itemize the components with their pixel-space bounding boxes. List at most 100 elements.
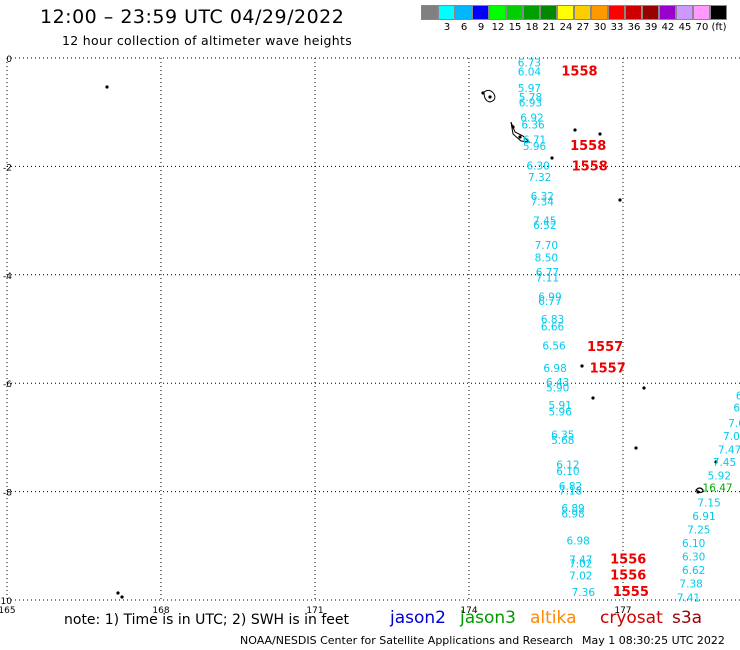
island-outline: [591, 396, 595, 400]
color-swatch: [642, 5, 659, 20]
wave-height-label: 7.67: [728, 418, 740, 430]
wave-height-label: 6.12: [556, 460, 579, 472]
color-swatch-label: 6: [460, 22, 468, 33]
wave-height-label: 6.93: [519, 97, 542, 109]
color-swatch: [591, 5, 608, 20]
wave-height-label: 5.97: [518, 83, 541, 95]
wave-height-label: 5.91: [549, 400, 572, 412]
island-outline: [714, 460, 718, 464]
wave-height-label: 7.41: [677, 592, 700, 604]
longitude-tick-label: 168: [152, 606, 169, 616]
wave-height-label: 6.04: [518, 67, 542, 79]
island-outline: [488, 95, 492, 99]
color-swatch: [421, 5, 438, 20]
color-swatch: [693, 5, 710, 20]
color-swatch-label: 9: [477, 22, 485, 33]
color-swatch-label: 30: [593, 22, 607, 33]
wave-height-label: 5.68: [551, 435, 574, 447]
color-swatch: [557, 5, 574, 20]
wave-height-label: 6.10: [556, 466, 579, 478]
color-swatch-label: 45: [678, 22, 692, 33]
color-swatch: [574, 5, 591, 20]
island-outline: [550, 156, 554, 160]
color-swatch: [489, 5, 506, 20]
island-outline: [642, 386, 646, 390]
wave-height-label: 5.96: [549, 406, 573, 418]
color-swatch: [625, 5, 642, 20]
wave-height-label: 6.32: [531, 191, 554, 203]
wave-height-label: 6.56: [542, 340, 566, 352]
wave-height-label: 16.47: [703, 482, 733, 494]
color-swatch-label: 21: [542, 22, 556, 33]
island-outline: [634, 446, 638, 450]
island-outline: [695, 487, 704, 494]
latitude-tick-label: -10: [0, 597, 12, 607]
island-outline: [116, 591, 120, 595]
color-swatch: [438, 5, 455, 20]
time-label: 1557: [587, 340, 623, 355]
wave-height-label: 7.32: [528, 172, 551, 184]
wave-height-label: 6.66: [541, 321, 565, 333]
color-swatch-label: 36: [627, 22, 641, 33]
wave-height-label: 7.45: [533, 216, 556, 228]
time-label: 1558: [572, 159, 608, 174]
wave-height-label: 7.47: [718, 444, 740, 456]
latitude-tick-label: -8: [3, 489, 12, 499]
color-swatch: [676, 5, 693, 20]
wave-height-label: 6.99: [538, 291, 561, 303]
latitude-tick-label: 0: [6, 55, 12, 65]
wave-height-label: 6.91: [692, 511, 715, 523]
color-swatch-label: 18: [525, 22, 539, 33]
legend-cryosat: cryosat: [600, 608, 663, 628]
wave-height-label: 6.98: [561, 508, 584, 520]
color-swatch-label: 24: [559, 22, 573, 33]
color-swatch-label: 39: [644, 22, 658, 33]
island-outline: [573, 128, 577, 132]
color-swatch-label: 70: [695, 22, 709, 33]
wave-height-label: 6.73: [518, 57, 541, 69]
island-outline: [598, 132, 602, 136]
wave-height-label: 5.96: [523, 141, 547, 153]
wave-height-label: 7.02: [569, 571, 592, 583]
wave-height-label: 6.4: [733, 403, 740, 415]
wave-height-label: 7.34: [531, 197, 555, 209]
time-label: 1558: [570, 139, 606, 154]
wave-height-label: 7.00: [723, 431, 740, 443]
wave-height-label: 5.92: [708, 470, 731, 482]
island-outline: [618, 198, 622, 202]
latitude-tick-label: -6: [3, 380, 12, 390]
wave-height-label: 6.62: [682, 565, 705, 577]
island-outline: [580, 364, 584, 368]
wave-height-label: 6.98: [543, 363, 566, 375]
island-outline: [483, 89, 496, 103]
time-label: 1558: [561, 65, 597, 80]
wave-height-label: 7.11: [536, 273, 559, 285]
color-swatch: [710, 5, 727, 20]
footer-note: note: 1) Time is in UTC; 2) SWH is in fe…: [64, 612, 350, 628]
wave-height-label: 6.43: [546, 377, 569, 389]
wave-height-label: 6.30: [526, 160, 549, 172]
wave-height-label: 7.38: [679, 579, 702, 591]
wave-height-label: 7.02: [569, 559, 592, 571]
wave-height-label: 7.45: [713, 457, 736, 469]
map-title: 12:00 – 23:59 UTC 04/29/2022: [40, 6, 345, 28]
wave-height-label: 5.90: [546, 383, 569, 395]
legend-jason3: jason3: [460, 608, 516, 628]
wave-height-label: 7.36: [572, 587, 596, 599]
color-swatch: [506, 5, 523, 20]
longitude-tick-label: 171: [306, 606, 323, 616]
wave-height-label: 6.83: [541, 314, 564, 326]
wave-height-label: 6.71: [523, 134, 546, 146]
wave-height-label: 6.9: [736, 391, 740, 403]
longitude-tick-label: 165: [0, 606, 16, 616]
latitude-tick-label: -4: [3, 272, 12, 282]
color-swatch-label: 3: [443, 22, 451, 33]
wave-height-label: 6.52: [533, 220, 556, 232]
island-outline: [518, 135, 522, 139]
wave-height-label: 6.30: [682, 552, 705, 564]
color-swatch-label: 15: [508, 22, 522, 33]
wave-height-label: 6.77: [536, 267, 559, 279]
color-swatch: [472, 5, 489, 20]
wave-height-label: 6.77: [538, 296, 561, 308]
